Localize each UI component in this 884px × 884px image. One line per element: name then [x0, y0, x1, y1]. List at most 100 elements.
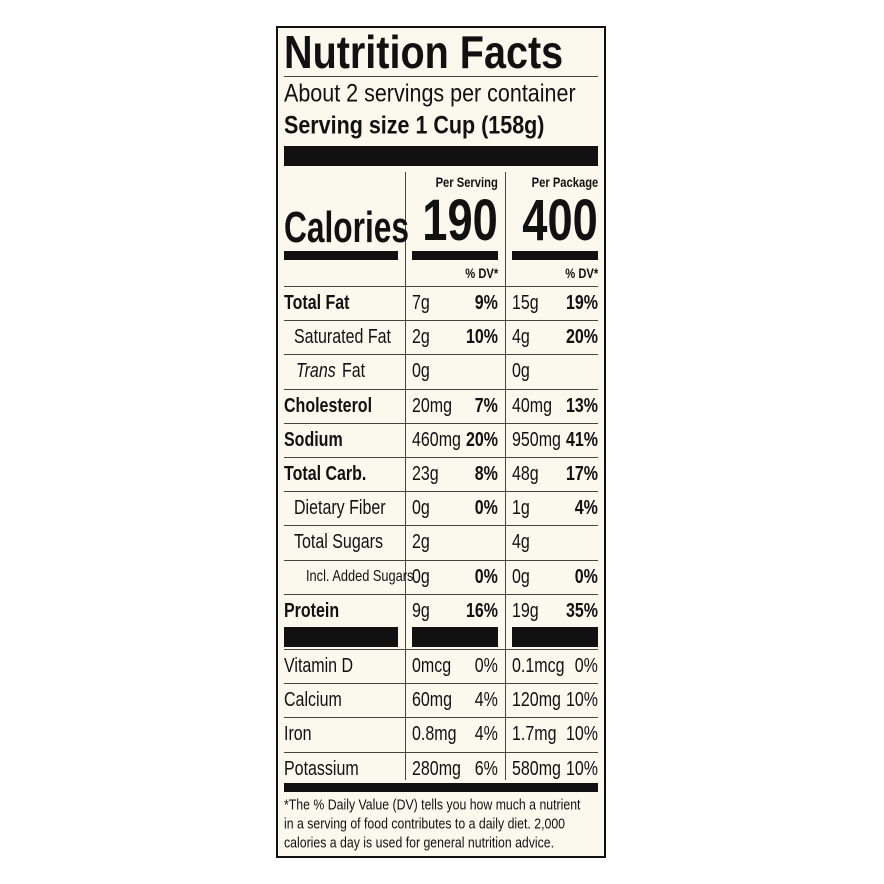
rule-line: [284, 559, 598, 561]
amount: 40mg: [512, 394, 553, 417]
rule-bar: [284, 783, 598, 792]
column-line: [505, 172, 506, 780]
servings: About 2 servings per container: [284, 79, 576, 108]
footnote: calories a day is used for general nutri…: [284, 834, 555, 852]
amount: 0g: [412, 497, 430, 520]
rule-line: [284, 648, 598, 650]
percent-dv: 0%: [474, 497, 498, 520]
amount: 0g: [512, 565, 530, 588]
amount: 0.8mg: [412, 723, 457, 746]
nutrient-name: Calcium: [284, 689, 342, 712]
rule-line: [284, 525, 598, 527]
column-header: Per Package: [531, 174, 598, 190]
nutrient-name: Total Sugars: [294, 531, 383, 554]
amount: 1.7mg: [512, 723, 557, 746]
percent-dv: 20%: [465, 428, 498, 451]
percent-dv: 10%: [565, 689, 598, 712]
nutrient-name: Fat: [342, 360, 366, 383]
rule-line: [284, 683, 598, 685]
amount: 0g: [412, 360, 430, 383]
amount: 20mg: [412, 394, 453, 417]
amount: 15g: [512, 292, 539, 314]
percent-dv: 0%: [574, 565, 598, 588]
rule-bar: [284, 146, 598, 166]
column-line: [405, 172, 406, 780]
percent-dv: 9%: [474, 292, 498, 314]
rule-bar: [284, 627, 398, 647]
amount: 2g: [412, 531, 430, 554]
percent-dv: 20%: [565, 326, 598, 349]
percent-dv: 4%: [474, 723, 498, 746]
amount: 60mg: [412, 689, 453, 712]
nutrient-name: Potassium: [284, 757, 359, 780]
percent-dv: 7%: [474, 394, 498, 417]
percent-dv: 4%: [474, 689, 498, 712]
amount: 48g: [512, 463, 539, 485]
percent-dv: 16%: [465, 599, 498, 622]
rule-line: [284, 76, 598, 77]
nutrient-name: Incl. Added Sugars: [306, 567, 414, 585]
footnote: in a serving of food contributes to a da…: [284, 815, 566, 833]
amount: 1g: [512, 497, 530, 520]
dv-header: % DV*: [465, 265, 498, 281]
amount: 0mcg: [412, 655, 452, 677]
percent-dv: 10%: [565, 723, 598, 746]
percent-dv: 0%: [474, 655, 498, 677]
percent-dv: 6%: [474, 757, 498, 780]
percent-dv: 17%: [565, 463, 598, 485]
percent-dv: 4%: [574, 497, 598, 520]
percent-dv: 19%: [565, 292, 598, 314]
amount: 120mg: [512, 689, 561, 712]
rule-bar: [412, 627, 498, 647]
column-header: Per Serving: [435, 174, 498, 190]
percent-dv: 0%: [574, 655, 598, 677]
title: Nutrition Facts: [284, 26, 564, 78]
nutrient-name: Vitamin D: [284, 655, 354, 677]
nutrient-name: Saturated Fat: [294, 326, 391, 349]
nutrient-name: Cholesterol: [284, 394, 373, 417]
rule-line: [284, 285, 598, 287]
nutrient-name: Iron: [284, 723, 312, 746]
rule-line: [284, 593, 598, 595]
amount: 4g: [512, 531, 530, 554]
rule-line: [284, 717, 598, 719]
amount: 950mg: [512, 428, 561, 451]
nutrient-name: Protein: [284, 599, 340, 622]
rule-bar: [412, 251, 498, 260]
nutrient-name-prefix: Trans: [296, 360, 336, 383]
amount: 4g: [512, 326, 530, 349]
percent-dv: 10%: [565, 757, 598, 780]
amount: 19g: [512, 599, 539, 622]
rule-bar: [512, 627, 598, 647]
amount: 460mg: [412, 428, 461, 451]
amount: 280mg: [412, 757, 461, 780]
rule-line: [284, 354, 598, 356]
percent-dv: 8%: [474, 463, 498, 485]
rule-bar: [512, 251, 598, 260]
amount: 7g: [412, 292, 430, 314]
calories-value: 400: [522, 188, 598, 253]
percent-dv: 10%: [465, 326, 498, 349]
amount: 23g: [412, 463, 439, 485]
rule-line: [284, 320, 598, 322]
amount: 2g: [412, 326, 430, 349]
percent-dv: 0%: [474, 565, 498, 588]
amount: 9g: [412, 599, 430, 622]
nutrient-name: Sodium: [284, 428, 343, 451]
nutrient-name: Dietary Fiber: [294, 497, 386, 520]
amount: 0.1mcg: [512, 655, 565, 677]
rule-line: [284, 456, 598, 458]
percent-dv: 13%: [565, 394, 598, 417]
footnote: *The % Daily Value (DV) tells you how mu…: [284, 796, 581, 814]
amount: 580mg: [512, 757, 561, 780]
rule-bar: [284, 251, 398, 260]
serving-size: Serving size 1 Cup (158g): [284, 111, 545, 140]
amount: 0g: [412, 565, 430, 588]
amount: 0g: [512, 360, 530, 383]
nutrient-name: Total Fat: [284, 292, 350, 314]
rule-line: [284, 751, 598, 753]
rule-line: [284, 422, 598, 424]
rule-line: [284, 388, 598, 390]
rule-line: [284, 491, 598, 493]
